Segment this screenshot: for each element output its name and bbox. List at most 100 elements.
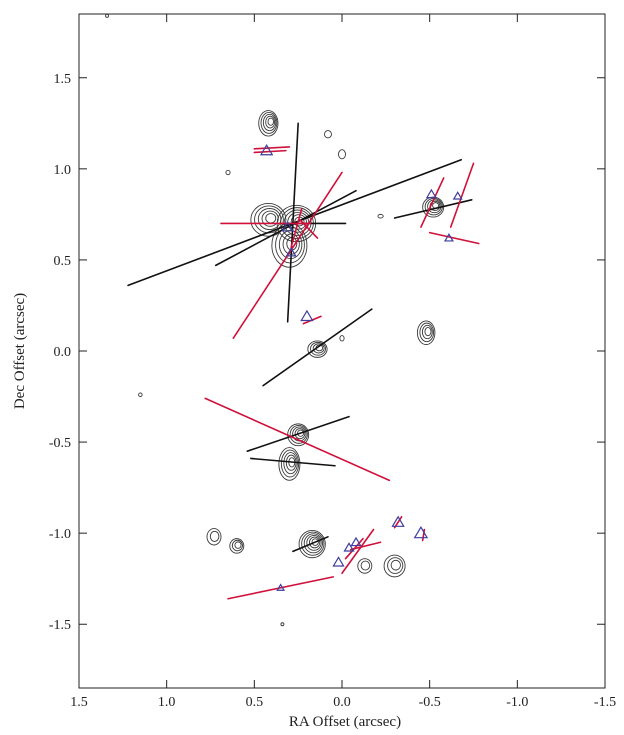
black-vector [250, 457, 336, 467]
contour-level [265, 115, 276, 129]
black-polarization-vectors [127, 122, 473, 553]
x-axis-label: RA Offset (arcsec) [289, 714, 401, 730]
maser-triangle [259, 143, 274, 156]
y-tick-label: 0.0 [54, 345, 72, 360]
contour-level [424, 327, 432, 337]
y-tick-label: -1.5 [49, 618, 71, 633]
contour-level [231, 539, 243, 552]
contour-level [307, 340, 328, 358]
y-tick-label: 1.5 [54, 72, 72, 87]
contour-level [387, 557, 404, 574]
contour-level [138, 392, 143, 397]
red-polarization-vectors [204, 146, 480, 600]
contour-level [310, 341, 327, 356]
contour-level [338, 149, 346, 160]
contour-level [311, 538, 319, 546]
contour-level [267, 117, 274, 126]
maser-triangle [425, 188, 437, 199]
black-vector [246, 415, 350, 452]
contour-level [308, 536, 321, 549]
contour-level [357, 558, 373, 574]
y-axis-label: Dec Offset (arcsec) [12, 293, 28, 409]
red-vector [349, 541, 382, 551]
contour-level [324, 130, 332, 139]
y-tick-label: 0.5 [54, 254, 72, 269]
contour-level [105, 13, 110, 18]
maser-triangle [276, 583, 286, 591]
y-tick-label: -1.0 [49, 527, 71, 542]
contour-level [312, 343, 325, 354]
red-vector [299, 219, 319, 239]
maser-triangle [413, 525, 429, 539]
black-vector [286, 122, 299, 323]
red-vector [420, 177, 445, 228]
contour-level [261, 210, 279, 227]
contour-layer [105, 13, 445, 627]
maser-triangle [281, 221, 294, 232]
contour-level [258, 110, 279, 137]
red-vector [449, 162, 475, 228]
contour-level [209, 530, 220, 542]
contour-level [280, 622, 285, 627]
black-vector [292, 536, 329, 553]
red-vector [290, 208, 303, 248]
x-tick-label: 1.0 [158, 695, 176, 710]
contour-level [275, 226, 305, 264]
red-vector [428, 231, 480, 245]
maser-triangle [443, 233, 454, 242]
maser-triangle [332, 556, 345, 567]
maser-triangles [259, 143, 463, 591]
red-vector [421, 528, 426, 542]
x-tick-label: -1.5 [594, 695, 616, 710]
contour-level [360, 560, 371, 571]
maser-triangle [300, 309, 314, 322]
y-tick-label: -0.5 [49, 436, 71, 451]
contour-level [421, 324, 433, 340]
contour-level [306, 534, 322, 551]
maser-triangle [343, 542, 355, 552]
x-tick-label: 1.5 [70, 695, 88, 710]
contour-level [280, 449, 300, 478]
red-vector [253, 146, 291, 150]
maser-triangle [350, 536, 362, 547]
black-vector [262, 308, 373, 387]
x-tick-label: -1.0 [506, 695, 528, 710]
red-vector [204, 397, 391, 482]
contour-level [265, 213, 277, 224]
contour-level [289, 424, 308, 444]
maser-triangle [452, 191, 463, 200]
contour-level [390, 559, 401, 571]
contour-level [229, 538, 245, 554]
contour-level [383, 554, 406, 578]
plot-frame [78, 13, 606, 689]
contour-level [377, 213, 384, 219]
contour-level [260, 111, 278, 134]
contour-level [250, 202, 287, 237]
contour-level [234, 541, 242, 549]
contour-level [297, 429, 305, 437]
contour-level [206, 528, 222, 546]
contour-level [303, 533, 324, 554]
contour-level [294, 428, 306, 440]
maser-triangle [391, 515, 405, 527]
x-tick-labels: 1.5 1.0 0.5 0.0 -0.5 -1.0 -1.5 [70, 695, 616, 710]
contour-level [298, 529, 326, 559]
black-vector [214, 189, 357, 267]
x-tick-label: 0.0 [333, 695, 351, 710]
maser-triangle [285, 247, 297, 257]
y-tick-label: 1.0 [54, 163, 72, 178]
x-tick-label: -0.5 [419, 695, 441, 710]
red-vector [227, 576, 335, 600]
y-tick-labels: 1.5 1.0 0.5 0.0 -0.5 -1.0 -1.5 [49, 72, 71, 633]
contour-level [225, 169, 231, 176]
contour-level [278, 447, 301, 481]
axis-ticks [78, 14, 606, 688]
contour-level [262, 113, 277, 132]
contour-level [339, 335, 345, 342]
red-vector [341, 528, 375, 575]
x-tick-label: 0.5 [246, 695, 264, 710]
contour-level [419, 322, 435, 343]
contour-level [301, 531, 325, 556]
